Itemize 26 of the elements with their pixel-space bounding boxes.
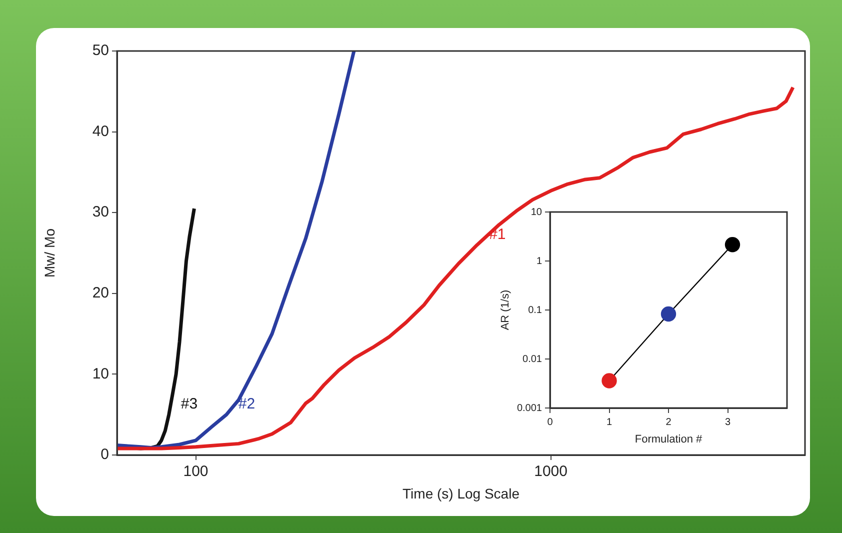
y-tick-label: 0.01 bbox=[522, 354, 542, 365]
point bbox=[602, 373, 617, 388]
x-tick-label: 0 bbox=[547, 416, 554, 428]
x-tick-label: 1000 bbox=[534, 463, 568, 480]
y-tick-label: 10 bbox=[530, 206, 542, 218]
y-tick-label: 20 bbox=[92, 284, 109, 302]
point bbox=[660, 306, 676, 322]
point bbox=[724, 237, 740, 252]
y-tick-label: 0.001 bbox=[516, 402, 542, 414]
x-axis-title: Time (s) Log Scale bbox=[402, 485, 520, 502]
y-tick-label: 0 bbox=[100, 446, 109, 464]
y-tick-label: 40 bbox=[92, 122, 109, 140]
y-tick-label: 30 bbox=[92, 204, 109, 221]
y-tick-label: 0.1 bbox=[528, 304, 542, 316]
x-tick-label: 3 bbox=[724, 416, 731, 428]
series-label: #2 bbox=[238, 396, 256, 413]
y-tick-label: 10 bbox=[92, 365, 109, 382]
x-tick-label: 2 bbox=[666, 416, 672, 428]
x-tick-label: 100 bbox=[183, 463, 208, 480]
x-tick-label: 1 bbox=[606, 416, 612, 428]
y-tick-label: 50 bbox=[92, 42, 109, 60]
series-label: #3 bbox=[180, 396, 198, 413]
y-tick-label: 1 bbox=[536, 256, 542, 267]
y-axis-title: Mw/ Mo bbox=[41, 228, 58, 278]
x-axis-title: Formulation # bbox=[634, 433, 703, 446]
y-axis-title: AR (1/s) bbox=[500, 290, 512, 330]
